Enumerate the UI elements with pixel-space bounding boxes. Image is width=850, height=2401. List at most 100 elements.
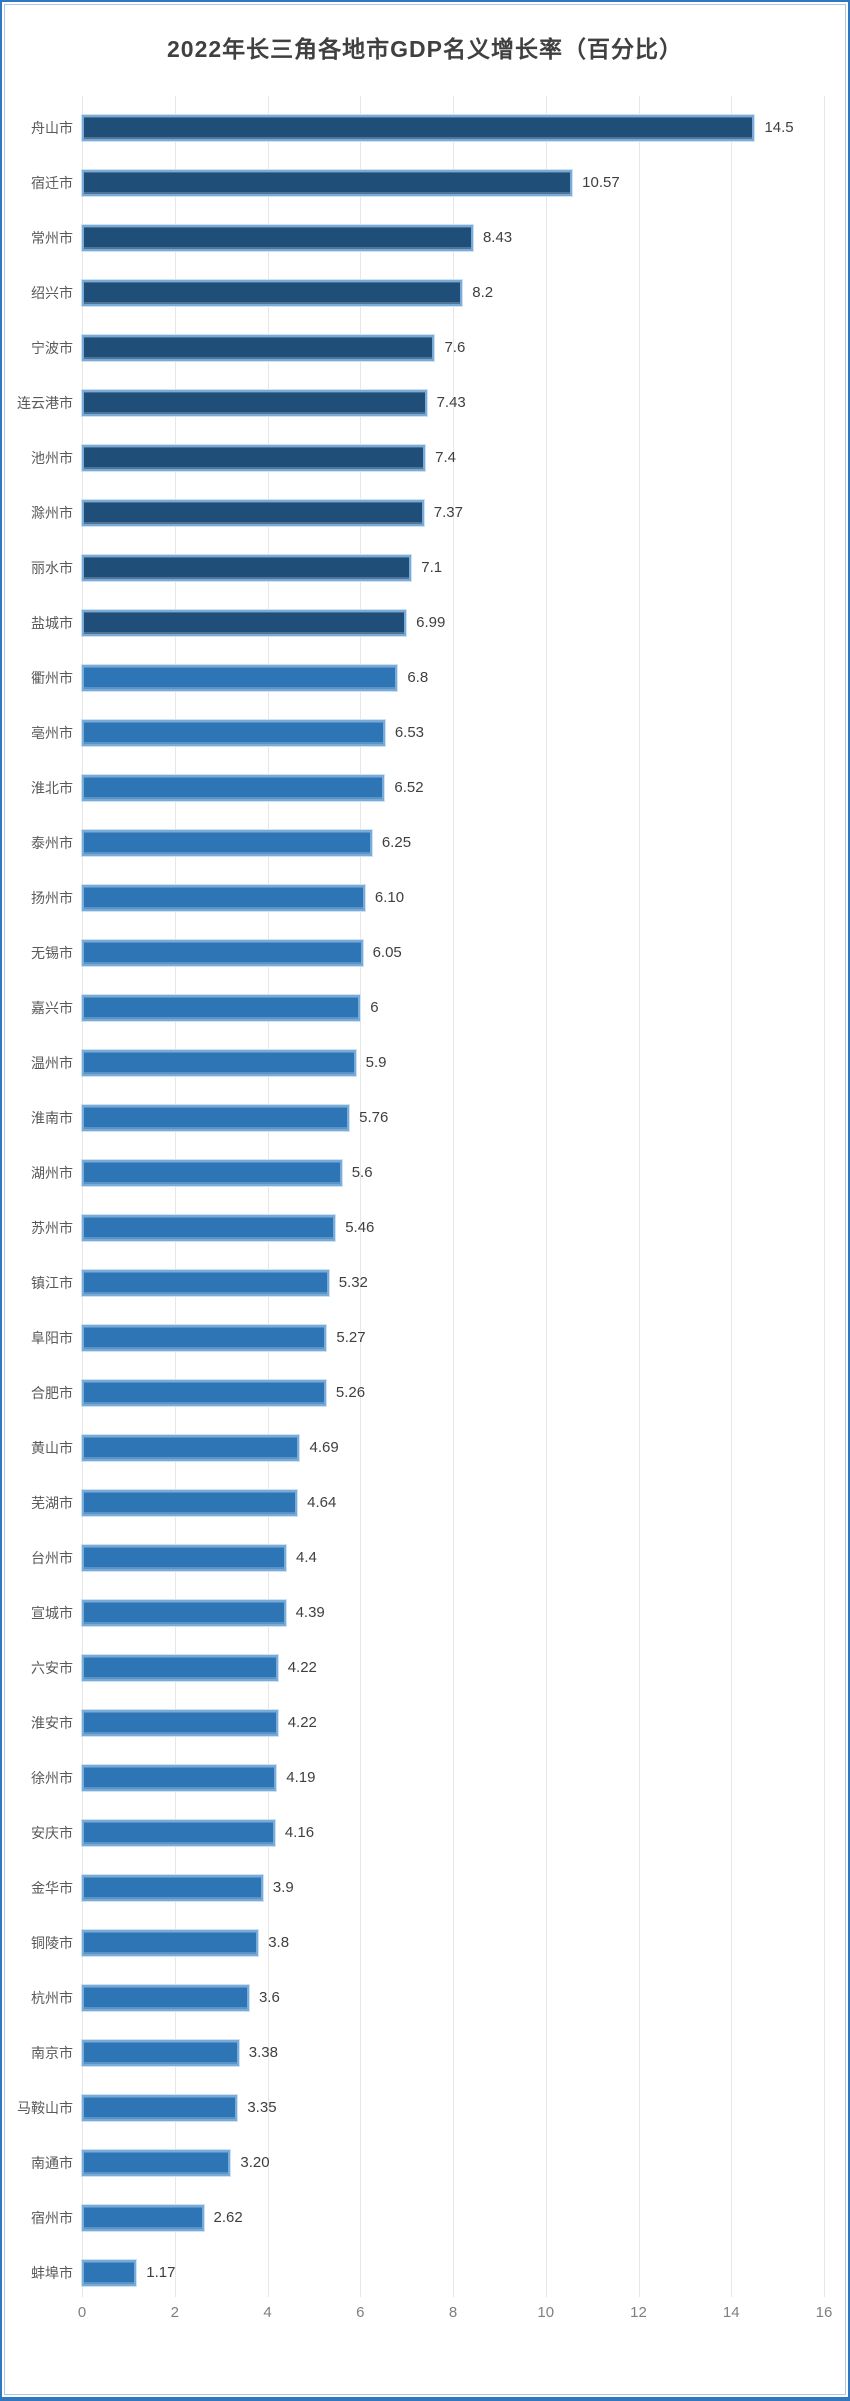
value-label: 5.76: [359, 1109, 389, 1126]
category-label: 镇江市: [31, 1274, 73, 1291]
bar-track: 5.32: [81, 1268, 824, 1297]
value-label: 5.32: [338, 1274, 368, 1291]
bar-track: 6.99: [80, 608, 824, 637]
value-label: 5.46: [345, 1219, 375, 1236]
bar-row: 泰州市 6.25: [2, 815, 824, 870]
value-label: 3.8: [268, 1934, 290, 1951]
bar: [81, 498, 425, 527]
category-label: 常州市: [31, 229, 73, 246]
category-label: 无锡市: [31, 944, 73, 961]
value-label: 4.22: [287, 1659, 317, 1676]
bar-track: 4.22: [81, 1708, 824, 1737]
bar-track: 6.05: [81, 938, 824, 967]
bar-row: 池州市 7.4: [2, 430, 824, 485]
category-label: 黄山市: [31, 1439, 73, 1456]
bar-row: 杭州市 3.6: [2, 1970, 824, 2025]
bar-row: 宿迁市 10.57: [2, 155, 824, 210]
value-label: 7.43: [436, 394, 466, 411]
bar: [80, 993, 362, 1022]
value-label: 7.4: [435, 449, 457, 466]
bar-row: 台州市 4.4: [2, 1530, 824, 1585]
value-label: 6.99: [416, 614, 446, 631]
category-label: 蚌埠市: [31, 2264, 73, 2281]
bar-track: 4.64: [80, 1488, 824, 1517]
bar-row: 滁州市 7.37: [2, 485, 824, 540]
category-label: 徐州市: [31, 1769, 73, 1786]
bar-track: 6.8: [80, 663, 824, 692]
category-label: 合肥市: [31, 1384, 73, 1401]
value-label: 3.38: [248, 2044, 278, 2061]
category-label: 宣城市: [31, 1604, 73, 1621]
bar-row: 金华市 3.9: [2, 1860, 824, 1915]
x-tick-label: 6: [356, 2304, 365, 2321]
x-axis: 0 2 4 6 8 10 12 14 16: [2, 2304, 848, 2324]
bar-row: 无锡市 6.05: [2, 925, 824, 980]
bar-row: 常州市 8.43: [2, 210, 824, 265]
bar: [81, 223, 474, 252]
bar-row: 宣城市 4.39: [2, 1585, 824, 1640]
bar: [80, 113, 756, 142]
bar-row: 马鞍山市 3.35: [2, 2080, 824, 2135]
bar: [81, 1708, 279, 1737]
bar: [80, 1433, 301, 1462]
bar: [80, 553, 413, 582]
category-label: 宿州市: [31, 2209, 73, 2226]
value-label: 7.37: [433, 504, 463, 521]
bar: [80, 333, 436, 362]
bar: [80, 1103, 351, 1132]
bar-row: 亳州市 6.53: [2, 705, 824, 760]
category-label: 淮北市: [31, 779, 73, 796]
bar-track: 3.20: [80, 2148, 824, 2177]
category-label: 湖州市: [31, 1164, 73, 1181]
value-label: 5.6: [351, 1164, 373, 1181]
bar: [80, 1543, 288, 1572]
bar-row: 淮北市 6.52: [2, 760, 824, 815]
gridline: [360, 96, 362, 2297]
value-label: 8.2: [472, 284, 494, 301]
bar: [81, 1983, 250, 2012]
value-label: 3.9: [272, 1879, 294, 1896]
x-tick-label: 12: [630, 2304, 647, 2321]
category-label: 淮安市: [31, 1714, 73, 1731]
value-label: 8.43: [482, 229, 513, 246]
value-label: 6.8: [407, 669, 429, 686]
bar-rows: 舟山市 14.5 宿迁市 10.57 常州市 8.43 绍兴市 8.2 宁波市 7.6 连云港市 7.…: [2, 100, 824, 2300]
value-label: 4.16: [284, 1824, 315, 1841]
bar: [80, 1323, 328, 1352]
bar: [80, 663, 399, 692]
bar: [81, 1048, 357, 1077]
bar-track: 1.17: [80, 2258, 824, 2287]
value-label: 5.9: [365, 1054, 387, 1071]
bar-row: 湖州市 5.6: [2, 1145, 824, 1200]
bar-track: 5.6: [81, 1158, 824, 1187]
x-tick-label: 14: [722, 2304, 740, 2321]
value-label: 7.6: [444, 339, 466, 356]
value-label: 14.5: [764, 119, 794, 136]
bar-track: 3.38: [81, 2038, 824, 2067]
category-label: 温州市: [31, 1054, 73, 1071]
category-label: 芜湖市: [31, 1494, 73, 1511]
x-tick-label: 4: [263, 2304, 272, 2321]
value-label: 3.6: [258, 1989, 280, 2006]
value-label: 1.17: [146, 2264, 176, 2281]
bar-track: 6.52: [80, 773, 824, 802]
value-label: 5.27: [336, 1329, 366, 1346]
value-label: 6.53: [394, 724, 425, 741]
bar-track: 4.16: [81, 1818, 824, 1847]
x-tick-label: 0: [77, 2304, 87, 2321]
bar-track: 6.53: [81, 718, 824, 747]
bar-row: 南京市 3.38: [2, 2025, 824, 2080]
bar-row: 南通市 3.20: [2, 2135, 824, 2190]
bar-track: 3.35: [80, 2093, 824, 2122]
x-tick-label: 2: [170, 2304, 179, 2321]
category-label: 泰州市: [31, 834, 73, 851]
bar-track: 4.4: [80, 1543, 824, 1572]
bar-track: 5.26: [81, 1378, 824, 1407]
value-label: 4.22: [287, 1714, 317, 1731]
bar-track: 4.69: [80, 1433, 824, 1462]
category-label: 连云港市: [17, 394, 73, 411]
bar-track: 7.4: [80, 443, 824, 472]
bar-track: 4.39: [81, 1598, 824, 1627]
bar-row: 阜阳市 5.27: [2, 1310, 824, 1365]
bar: [80, 2093, 239, 2122]
